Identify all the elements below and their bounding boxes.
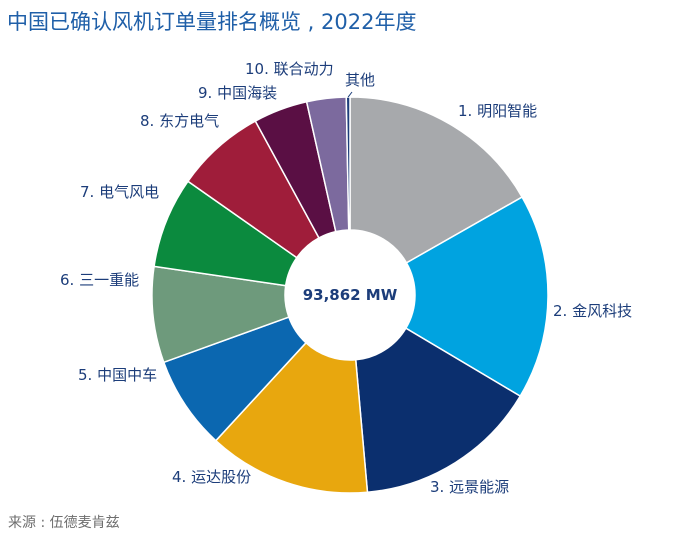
chart-title: 中国已确认风机订单量排名概览 , 2022年度 (7, 10, 417, 34)
slice-label-9: 9. 中国海装 (198, 84, 277, 102)
source-note: 来源 : 伍德麦肯兹 (8, 515, 120, 531)
slice-label-8: 8. 东方电气 (140, 112, 219, 130)
pie-slice-2 (404, 196, 549, 398)
pie-slice-4 (214, 341, 369, 494)
slice-label-4: 4. 运达股份 (172, 468, 251, 486)
slice-label-5: 5. 中国中车 (78, 366, 157, 384)
slice-label-6: 6. 三一重能 (60, 271, 139, 289)
slice-label-2: 2. 金风科技 (553, 302, 632, 320)
center-total-label: 93,862 MW (303, 286, 398, 304)
pie-slice-11 (345, 96, 351, 231)
slice-label-3: 3. 远景能源 (430, 478, 509, 496)
slice-label-10: 10. 联合动力 (245, 60, 334, 78)
slice-label-11: 其他 (345, 71, 375, 89)
slice-label-7: 7. 电气风电 (80, 183, 159, 201)
other-leader-line (347, 91, 353, 98)
pie-slice-3 (354, 327, 522, 494)
slice-label-1: 1. 明阳智能 (458, 102, 537, 120)
